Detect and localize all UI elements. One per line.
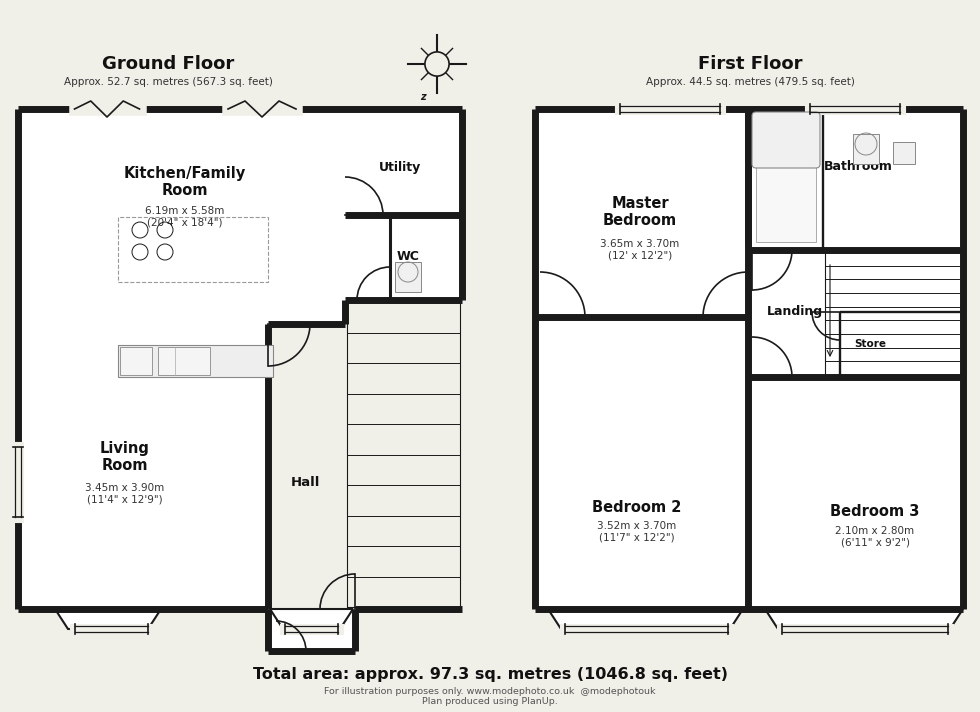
Polygon shape xyxy=(548,609,743,629)
Text: First Floor: First Floor xyxy=(698,55,803,73)
Bar xyxy=(893,142,915,164)
Polygon shape xyxy=(268,609,355,651)
Bar xyxy=(347,302,460,607)
Text: Store: Store xyxy=(854,339,886,349)
Bar xyxy=(825,252,961,375)
Text: Bathroom: Bathroom xyxy=(823,160,893,174)
Bar xyxy=(395,262,421,292)
Bar xyxy=(853,134,879,164)
Text: Living
Room: Living Room xyxy=(100,441,150,473)
Text: Utility: Utility xyxy=(379,160,421,174)
Polygon shape xyxy=(270,609,353,629)
Polygon shape xyxy=(765,609,963,629)
Text: Total area: approx. 97.3 sq. metres (1046.8 sq. feet): Total area: approx. 97.3 sq. metres (104… xyxy=(253,666,727,681)
Text: z: z xyxy=(420,92,426,102)
Text: Kitchen/Family
Room: Kitchen/Family Room xyxy=(123,166,246,198)
Text: Porch: Porch xyxy=(292,625,328,635)
Circle shape xyxy=(425,52,449,76)
Polygon shape xyxy=(55,609,161,629)
Polygon shape xyxy=(18,109,462,651)
Text: Hall: Hall xyxy=(290,476,319,488)
Text: Approx. 52.7 sq. metres (567.3 sq. feet): Approx. 52.7 sq. metres (567.3 sq. feet) xyxy=(64,77,272,87)
Polygon shape xyxy=(535,109,963,609)
Text: For illustration purposes only. www.modephoto.co.uk  @modephotouk: For illustration purposes only. www.mode… xyxy=(324,688,656,696)
Bar xyxy=(118,217,268,282)
Bar xyxy=(158,347,210,375)
Text: 6.19m x 5.58m
(20'4" x 18'4"): 6.19m x 5.58m (20'4" x 18'4") xyxy=(145,206,224,228)
Text: Approx. 44.5 sq. metres (479.5 sq. feet): Approx. 44.5 sq. metres (479.5 sq. feet) xyxy=(646,77,855,87)
Text: Plan produced using PlanUp.: Plan produced using PlanUp. xyxy=(422,698,558,706)
Text: Bedroom 2: Bedroom 2 xyxy=(592,500,682,515)
Bar xyxy=(120,347,152,375)
Text: 2.10m x 2.80m
(6'11" x 9'2"): 2.10m x 2.80m (6'11" x 9'2") xyxy=(835,526,914,548)
Text: WC: WC xyxy=(397,251,419,263)
FancyBboxPatch shape xyxy=(752,112,820,168)
Text: Bedroom 3: Bedroom 3 xyxy=(830,505,919,520)
Text: Landing: Landing xyxy=(767,305,823,318)
Text: Ground Floor: Ground Floor xyxy=(102,55,234,73)
Text: Master
Bedroom: Master Bedroom xyxy=(603,196,677,229)
Text: 3.52m x 3.70m
(11'7" x 12'2"): 3.52m x 3.70m (11'7" x 12'2") xyxy=(598,521,676,543)
Bar xyxy=(118,345,273,377)
Text: 3.45m x 3.90m
(11'4" x 12'9"): 3.45m x 3.90m (11'4" x 12'9") xyxy=(85,483,165,505)
Text: 3.65m x 3.70m
(12' x 12'2"): 3.65m x 3.70m (12' x 12'2") xyxy=(601,239,679,261)
Bar xyxy=(756,117,816,242)
